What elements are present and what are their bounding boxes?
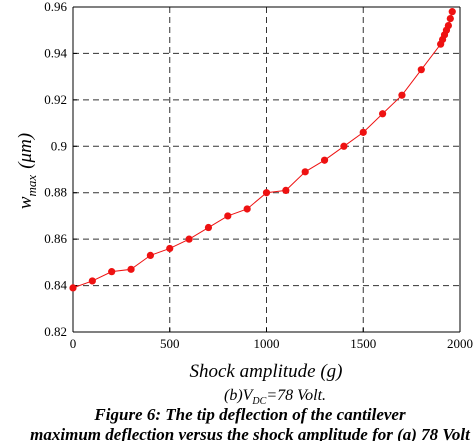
subcaption-prefix: (b)V xyxy=(224,387,255,404)
y-tick-label: 0.92 xyxy=(44,92,67,107)
data-point xyxy=(282,186,290,194)
y-tick-label: 0.86 xyxy=(44,231,67,246)
y-axis-label-main: w xyxy=(15,196,36,209)
x-tick-label: 500 xyxy=(160,336,180,351)
data-point xyxy=(69,284,77,292)
y-tick-label: 0.88 xyxy=(44,185,67,200)
data-point xyxy=(301,168,309,176)
data-point xyxy=(417,66,425,74)
data-point xyxy=(448,8,456,16)
data-point xyxy=(359,128,367,136)
data-point xyxy=(88,277,96,285)
figure-caption-line1: Figure 6: The tip deflection of the cant… xyxy=(93,405,406,424)
figure-caption-line2: maximum deflection versus the shock ampl… xyxy=(30,425,471,441)
data-point xyxy=(262,189,271,197)
data-point xyxy=(444,21,452,30)
y-tick-label: 0.94 xyxy=(44,45,67,60)
data-point xyxy=(320,156,329,164)
series-group xyxy=(69,8,456,292)
x-tick-label: 0 xyxy=(70,336,77,351)
data-point xyxy=(146,251,154,259)
data-point xyxy=(379,110,387,118)
x-tick-label: 2000 xyxy=(447,336,473,351)
data-point xyxy=(204,223,213,232)
x-axis-label: Shock amplitude (g) xyxy=(189,361,342,382)
y-tick-label: 0.82 xyxy=(44,324,67,339)
data-point xyxy=(166,244,174,253)
y-axis-label-unit: (μm) xyxy=(15,133,36,169)
subcaption: (b)VDC=78 Volt. xyxy=(224,387,326,407)
y-ticks: 0.82 0.84 0.86 0.88 0.9 0.92 0.94 0.96 xyxy=(44,0,77,339)
y-axis-label-sub: max xyxy=(24,175,39,197)
data-point xyxy=(185,235,193,243)
x-ticks: 0 500 1000 1500 2000 xyxy=(70,328,473,351)
x-tick-label: 1000 xyxy=(254,336,280,351)
data-point xyxy=(446,15,454,23)
x-tick-label: 1500 xyxy=(350,336,376,351)
subcaption-suffix: =78 Volt. xyxy=(266,387,326,404)
y-tick-label: 0.96 xyxy=(44,0,67,14)
data-point xyxy=(224,212,232,220)
data-point xyxy=(398,91,406,99)
subcaption-subscript: DC xyxy=(251,396,266,407)
data-point xyxy=(340,142,348,150)
data-point xyxy=(243,205,251,213)
y-tick-label: 0.84 xyxy=(44,278,67,293)
data-point xyxy=(108,268,116,276)
data-point xyxy=(127,265,135,273)
y-axis-label: wmax (μm) xyxy=(15,133,39,209)
y-tick-label: 0.9 xyxy=(51,138,67,153)
